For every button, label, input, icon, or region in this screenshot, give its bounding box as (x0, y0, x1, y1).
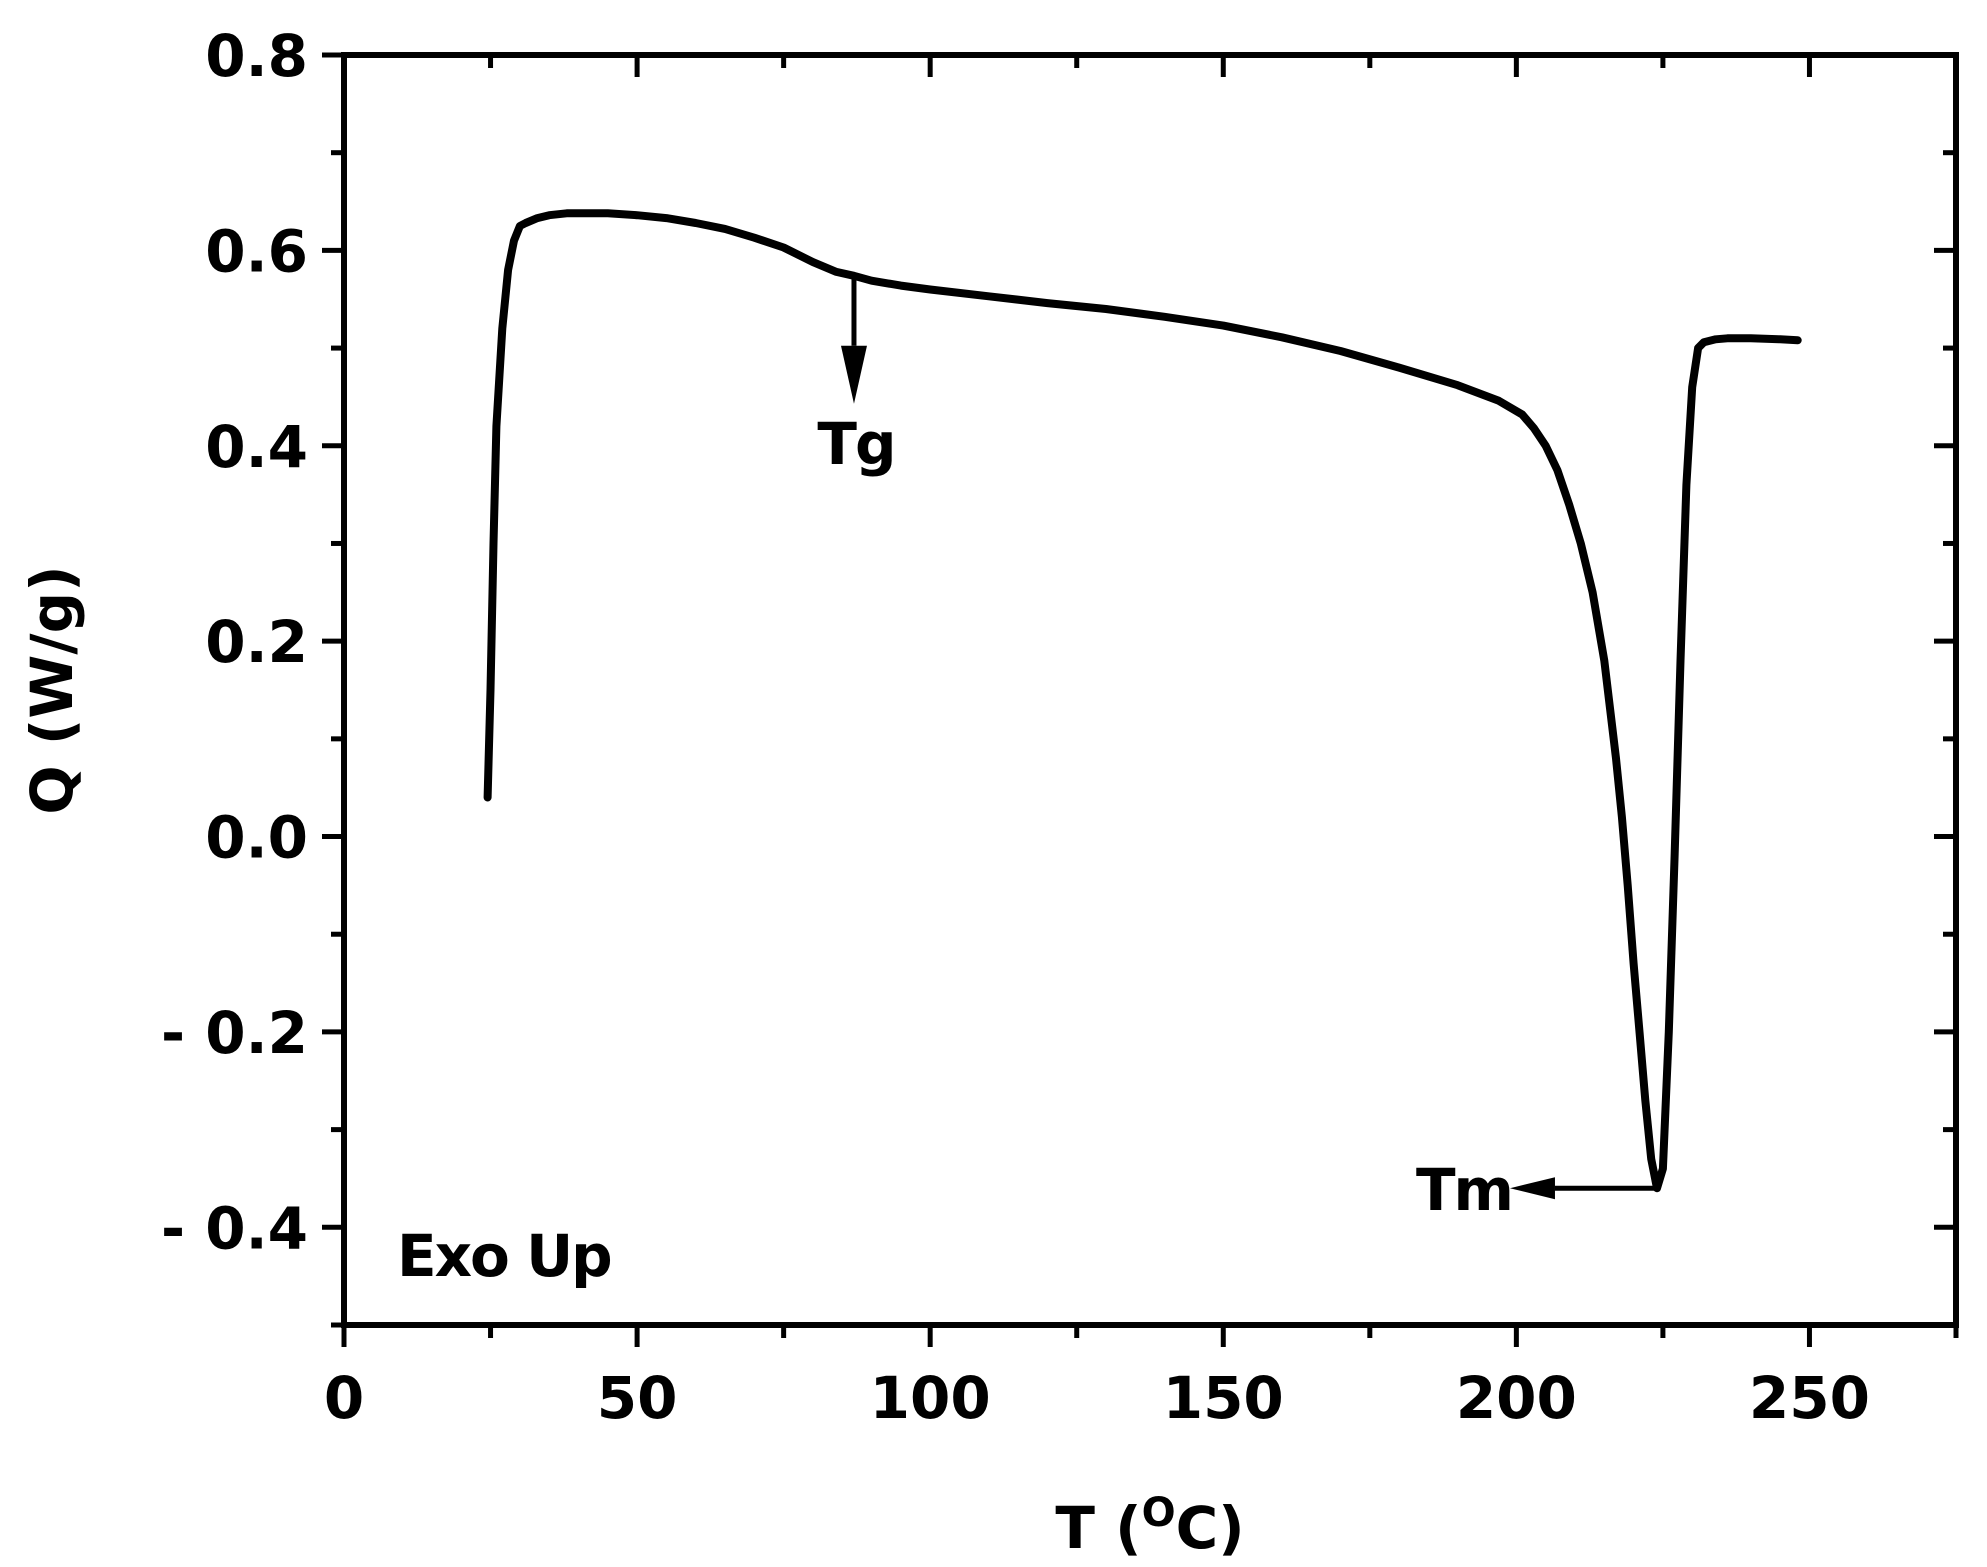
x-axis-title-end: C) (1176, 1494, 1245, 1562)
x-tick-label: 0 (324, 1364, 364, 1432)
tm-label: Tm (1416, 1156, 1512, 1224)
y-tick-label: - 0.4 (161, 1194, 308, 1262)
exo-up-label: Exo Up (397, 1222, 611, 1290)
y-axis-title: Q (W/g) (18, 565, 86, 814)
y-tick-label: 0.6 (205, 217, 308, 285)
axis-ticks (322, 52, 1959, 1347)
x-tick-label: 150 (1163, 1364, 1284, 1432)
y-tick-label: 0.0 (205, 804, 308, 872)
x-tick-label: 100 (870, 1364, 991, 1432)
tg-label: Tg (817, 410, 894, 478)
x-axis-title-sup: O (1142, 1490, 1176, 1536)
x-axis-title-start: T ( (1055, 1494, 1141, 1562)
axis-tick-labels: 0 50 100 150 200 250 0.8 0.6 0.4 0.2 0.0 - 0.2 - 0.4 (161, 22, 1870, 1432)
y-tick-label: - 0.2 (161, 999, 308, 1067)
x-tick-label: 250 (1749, 1364, 1870, 1432)
tg-arrow-head (840, 345, 867, 404)
plot-frame (341, 52, 1959, 1328)
x-tick-label: 50 (597, 1364, 678, 1432)
x-tick-label: 200 (1456, 1364, 1577, 1432)
y-tick-label: 0.8 (205, 22, 308, 90)
heat-flow-curve (483, 209, 1802, 1193)
y-tick-label: 0.2 (205, 608, 308, 676)
y-tick-label: 0.4 (205, 413, 308, 481)
tm-arrow-head (1509, 1177, 1555, 1200)
x-axis-title: T (OC) (1055, 1490, 1244, 1562)
